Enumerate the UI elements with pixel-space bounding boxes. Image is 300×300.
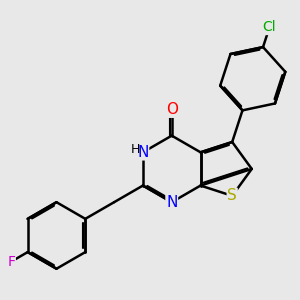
Text: Cl: Cl: [262, 20, 276, 34]
Text: H: H: [131, 143, 140, 156]
Text: S: S: [227, 188, 237, 203]
Text: N: N: [166, 195, 177, 210]
Text: F: F: [7, 255, 15, 268]
Text: O: O: [166, 102, 178, 117]
Text: N: N: [137, 145, 148, 160]
